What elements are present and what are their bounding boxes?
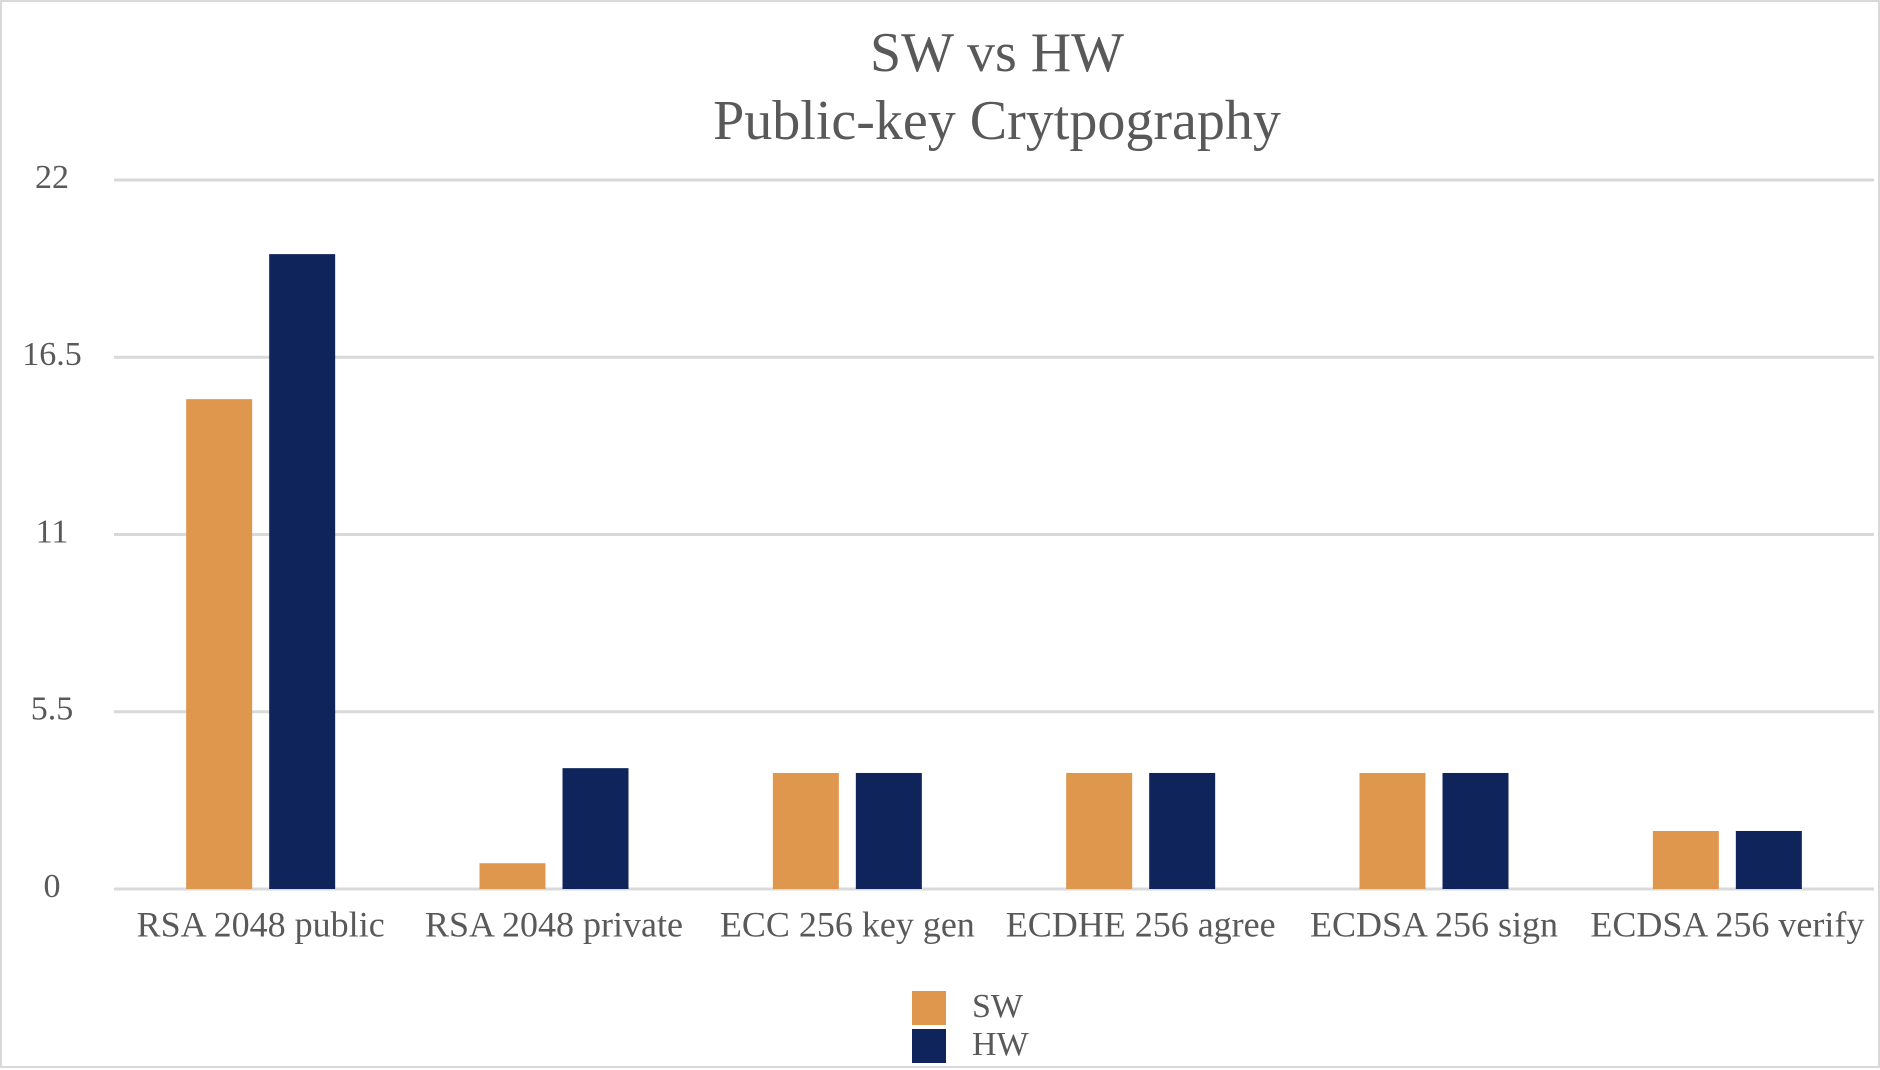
y-tick-label: 5.5 <box>31 691 74 728</box>
bar-sw-0 <box>186 399 253 889</box>
y-axis-tick-labels: 0 5.5 11 16.5 22 <box>22 159 82 905</box>
y-tick-label: 11 <box>36 513 69 550</box>
legend-label-hw: HW <box>972 1026 1030 1063</box>
x-category-label: ECC 256 key gen <box>720 904 975 944</box>
bar-sw-5 <box>1652 830 1719 889</box>
chart-title-line-2: Public-key Crytpography <box>713 90 1281 152</box>
bar-hw-1 <box>562 768 629 889</box>
y-tick-label: 0 <box>44 868 61 905</box>
gridlines <box>114 178 1874 891</box>
x-category-label: ECDSA 256 verify <box>1590 904 1864 944</box>
bars <box>186 254 1802 889</box>
x-category-label: RSA 2048 public <box>137 904 385 944</box>
x-category-label: RSA 2048 private <box>425 904 683 944</box>
legend-swatch-hw <box>912 1029 946 1063</box>
y-tick-label: 16.5 <box>22 336 82 373</box>
x-category-label: ECDSA 256 sign <box>1310 904 1558 944</box>
bar-sw-3 <box>1066 772 1133 889</box>
bar-hw-2 <box>855 772 922 889</box>
bar-hw-3 <box>1149 772 1216 889</box>
legend-swatch-sw <box>912 991 946 1025</box>
bar-hw-0 <box>269 254 336 889</box>
x-axis-category-labels: RSA 2048 public RSA 2048 private ECC 256 k… <box>137 904 1865 944</box>
chart-title-line-1: SW vs HW <box>870 22 1124 84</box>
bar-hw-5 <box>1735 830 1802 889</box>
bar-sw-2 <box>772 772 839 889</box>
legend-label-sw: SW <box>972 988 1024 1025</box>
bar-hw-4 <box>1442 772 1509 889</box>
bar-sw-1 <box>479 863 546 889</box>
x-category-label: ECDHE 256 agree <box>1006 904 1276 944</box>
bar-sw-4 <box>1359 772 1426 889</box>
y-tick-label: 22 <box>35 159 69 196</box>
